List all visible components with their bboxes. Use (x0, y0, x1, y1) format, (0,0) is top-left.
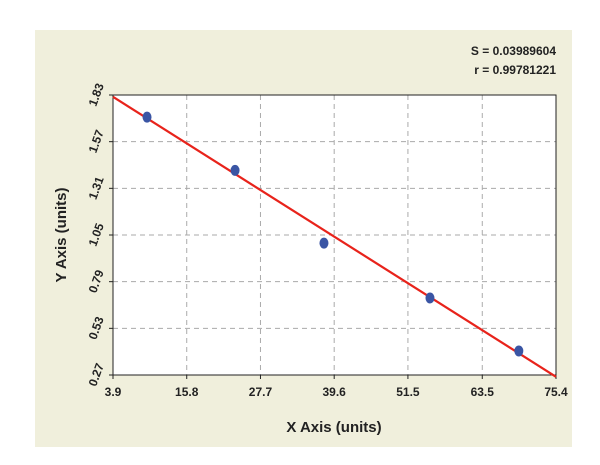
x-tick-label: 3.9 (105, 385, 122, 399)
x-tick-label: 51.5 (396, 385, 420, 399)
annotation: S = 0.03989604 (471, 44, 556, 58)
x-tick-label: 75.4 (544, 385, 568, 399)
x-tick-label: 39.6 (323, 385, 347, 399)
data-point (425, 292, 435, 304)
data-point (142, 111, 152, 123)
data-point (514, 345, 524, 357)
x-tick-label: 27.7 (249, 385, 273, 399)
data-point (230, 164, 240, 176)
y-axis-title: Y Axis (units) (53, 187, 70, 282)
annotation: r = 0.99781221 (474, 63, 556, 77)
x-axis-title: X Axis (units) (286, 419, 381, 436)
data-point (319, 237, 329, 249)
x-tick-label: 15.8 (175, 385, 199, 399)
x-tick-label: 63.5 (471, 385, 495, 399)
fit-line (112, 95, 557, 378)
